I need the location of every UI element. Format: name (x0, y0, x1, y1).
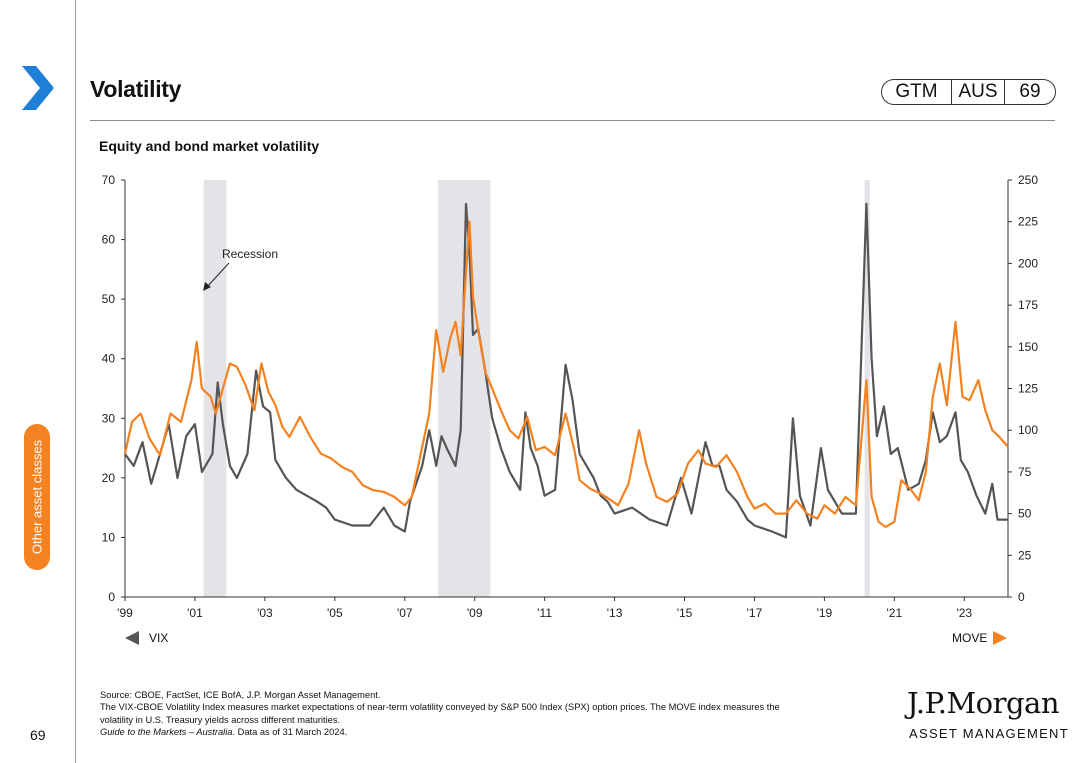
badge-gtm: GTM (882, 80, 952, 104)
guide-date: . Data as of 31 March 2024. (232, 726, 348, 737)
page-number: 69 (30, 727, 46, 743)
x-tick-label: '03 (257, 606, 273, 620)
x-tick-label: '09 (467, 606, 483, 620)
x-tick-label: '23 (956, 606, 972, 620)
x-tick-label: '07 (397, 606, 413, 620)
right-tick-label: 25 (1018, 548, 1032, 562)
footnote-source: Source: CBOE, FactSet, ICE BofA, J.P. Mo… (100, 690, 381, 700)
right-arrow-icon (993, 631, 1008, 645)
x-tick-label: '01 (187, 606, 203, 620)
x-tick-label: '11 (537, 606, 552, 620)
x-tick-label: '05 (327, 606, 343, 620)
legend-move-label: MOVE (952, 631, 988, 645)
x-tick-label: '15 (677, 606, 693, 620)
legend-vix-label: VIX (149, 631, 169, 645)
footnote-definition: The VIX-CBOE Volatility Index measures m… (100, 702, 780, 713)
left-tick-label: 20 (102, 471, 116, 485)
badge-page: 69 (1019, 81, 1041, 102)
right-tick-label: 150 (1018, 340, 1038, 354)
footnote-guide: Guide to the Markets – Australia. Data a… (100, 726, 780, 738)
jpmorgan-logo: J.P.Morgan (907, 686, 1060, 720)
left-divider (75, 0, 76, 763)
chart-title: Equity and bond market volatility (99, 138, 320, 154)
footnotes: Source: CBOE, FactSet, ICE BofA, J.P. Mo… (100, 689, 780, 738)
right-tick-label: 0 (1018, 590, 1025, 604)
x-tick-label: '21 (887, 606, 903, 620)
annotation-arrow-line (205, 262, 230, 289)
annotation-label: Recession (222, 247, 278, 261)
badge-region: AUS (952, 80, 1005, 104)
series-line-move (123, 220, 1009, 529)
page-title: Volatility (90, 76, 182, 102)
right-tick-label: 50 (1018, 507, 1032, 521)
left-tick-label: 40 (102, 352, 116, 366)
x-tick-label: '19 (817, 606, 833, 620)
right-tick-label: 200 (1018, 256, 1038, 270)
right-tick-label: 250 (1018, 173, 1038, 187)
series-line-vix (124, 202, 1008, 539)
left-arrow-icon (125, 631, 139, 645)
logo-tagline: ASSET MANAGEMENT (909, 726, 1069, 741)
left-tick-label: 60 (102, 233, 116, 247)
right-tick-label: 125 (1018, 382, 1038, 396)
right-tick-label: 225 (1018, 215, 1038, 229)
x-tick-label: '99 (117, 606, 133, 620)
right-tick-label: 100 (1018, 423, 1038, 437)
legend-vix: VIX (125, 631, 168, 645)
gtm-badge: GTM AUS 69 (881, 79, 1056, 105)
header-rule (90, 120, 1055, 121)
annotation-arrowhead-icon (203, 282, 211, 291)
left-tick-label: 70 (102, 173, 116, 187)
right-tick-label: 75 (1018, 465, 1032, 479)
chevron-arrow-icon (22, 66, 54, 110)
x-tick-label: '13 (607, 606, 623, 620)
footnote-definition-cont: volatility in U.S. Treasury yields acros… (100, 714, 341, 725)
guide-title: Guide to the Markets – Australia (100, 726, 233, 737)
left-tick-label: 0 (108, 590, 115, 604)
left-tick-label: 10 (102, 530, 116, 544)
right-tick-label: 175 (1018, 298, 1038, 312)
left-tick-label: 50 (102, 292, 116, 306)
legend-move: MOVE (952, 631, 1008, 645)
x-tick-label: '17 (747, 606, 763, 620)
section-tab[interactable]: Other asset classes (24, 424, 50, 570)
left-tick-label: 30 (102, 411, 116, 425)
